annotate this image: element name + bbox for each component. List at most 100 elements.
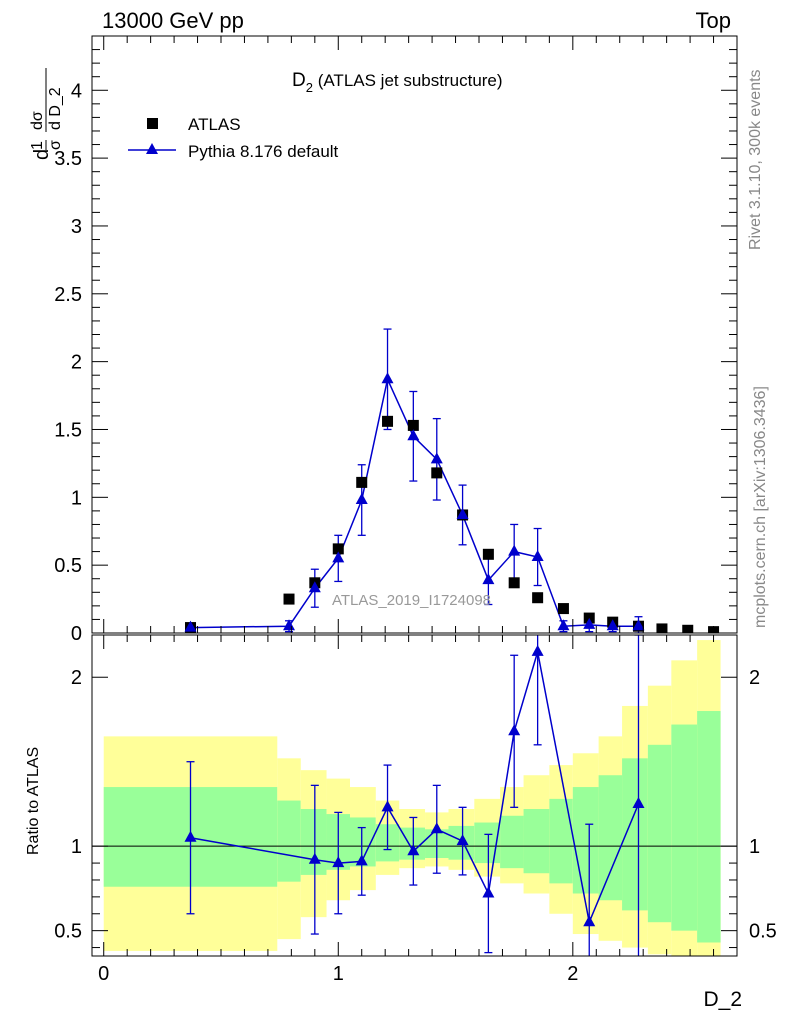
atlas-data-point <box>532 592 544 604</box>
atlas-data-point <box>656 623 668 633</box>
main-y-axis-label: d 1 σ dσ d D_2 <box>29 68 64 160</box>
atlas-data-point <box>332 543 344 555</box>
ratio-point <box>508 724 521 736</box>
ratio-data-layer <box>92 635 737 956</box>
ratio-y-tick-label: 0.5 <box>54 921 82 943</box>
ylabel-main-d1: d <box>31 149 53 160</box>
atlas-data-point <box>682 624 694 633</box>
mc-data-point <box>531 550 544 562</box>
band-inner-bin <box>671 724 698 931</box>
mc-data-point <box>482 573 495 585</box>
legend: ATLAS Pythia 8.176 default <box>128 115 339 161</box>
ratio-point <box>355 854 368 866</box>
y-tick-label: 2.5 <box>54 284 82 306</box>
band-inner-bin <box>647 744 672 923</box>
y-tick-label: 3.5 <box>54 148 82 170</box>
ratio-axes: 0 1 2 0.5 0.5 1 1 2 2 <box>54 635 777 985</box>
y-tick-label: 2 <box>71 352 82 374</box>
ratio-y-tick-label-right: 2 <box>749 667 760 689</box>
ratio-point <box>482 886 495 898</box>
atlas-data-point <box>283 593 295 605</box>
ylabel-main-1: 1 <box>29 141 46 150</box>
mc-data-point <box>557 619 570 631</box>
main-data-layer <box>184 328 720 633</box>
ratio-y-tick-label: 2 <box>71 667 82 689</box>
legend-atlas-label: ATLAS <box>188 115 241 134</box>
plot-title: D2 (ATLAS jet substructure) <box>292 70 503 95</box>
ratio-point <box>308 852 321 864</box>
plot-title-rest: (ATLAS jet substructure) <box>313 71 503 90</box>
ratio-frame <box>91 634 738 957</box>
x-tick-label: 0 <box>98 963 109 985</box>
ratio-point <box>531 644 544 656</box>
ratio-y-tick-label-right: 0.5 <box>749 921 777 943</box>
mc-data-point <box>456 507 469 519</box>
ratio-panel: 0 1 2 0.5 0.5 1 1 2 2 Ratio to ATLAS <box>25 634 777 985</box>
mcplots-label: mcplots.cern.ch [arXiv:1306.3436] <box>752 386 769 628</box>
legend-atlas-marker <box>147 118 158 129</box>
legend-pythia-label: Pythia 8.176 default <box>188 142 339 161</box>
atlas-data-point <box>557 603 569 615</box>
ratio-point <box>632 796 645 808</box>
atlas-data-point <box>407 419 419 431</box>
ratio-point <box>381 800 394 812</box>
legend-pythia-marker <box>146 143 158 154</box>
ratio-y-tick-label-right: 1 <box>749 836 760 858</box>
mc-data-point <box>381 372 394 384</box>
mc-data-point <box>508 544 521 556</box>
mc-data-point <box>407 429 420 441</box>
y-tick-label: 3 <box>71 216 82 238</box>
band-inner-bin <box>523 809 550 874</box>
y-tick-label: 1 <box>71 487 82 509</box>
process-label: Top <box>696 8 731 33</box>
ylabel-main-dsigma: dσ <box>29 111 46 130</box>
analysis-watermark: ATLAS_2019_I1724098 <box>332 592 491 609</box>
mc-data-point <box>632 619 645 631</box>
atlas-data-point <box>382 415 394 427</box>
y-tick-label: 0.5 <box>54 555 82 577</box>
ylabel-main-dd2: d D_2 <box>47 87 64 130</box>
x-tick-label: 1 <box>333 963 344 985</box>
mc-data-point <box>355 493 368 505</box>
band-inner-bin <box>277 800 301 882</box>
band-inner-bin <box>549 798 573 884</box>
collision-energy-label: 13000 GeV pp <box>102 8 244 33</box>
x-axis-label: D_2 <box>703 988 742 1011</box>
mc-data-point <box>283 619 296 631</box>
ratio-point <box>184 830 197 842</box>
main-panel: 00.511.522.533.54 D2 (ATLAS jet substruc… <box>29 35 738 645</box>
y-tick-label: 4 <box>71 80 82 102</box>
plot-title-subscript: 2 <box>306 80 313 95</box>
y-tick-label: 1.5 <box>54 419 82 441</box>
atlas-data-point <box>482 548 494 560</box>
band-inner-bin <box>300 809 327 875</box>
mc-series-line <box>190 376 639 629</box>
plot-title-base: D <box>292 70 306 91</box>
ratio-y-axis-label: Ratio to ATLAS <box>25 747 42 855</box>
ratio-point <box>583 915 596 927</box>
mc-data-point <box>184 620 197 632</box>
mc-data-point <box>583 617 596 629</box>
band-inner-bin <box>697 711 721 943</box>
band-inner-bin <box>572 787 599 894</box>
ratio-point <box>332 856 345 868</box>
atlas-data-point <box>356 476 368 488</box>
atlas-data-point <box>508 577 520 589</box>
main-axes: 0 0.5 1 1.5 2 2.5 3 3.5 4 <box>54 35 737 645</box>
band-inner-bin <box>598 775 623 901</box>
ratio-point <box>407 844 420 856</box>
band-inner-bin <box>500 815 524 869</box>
mc-data-point <box>332 551 345 563</box>
rivet-version-label: Rivet 3.1.10, 300k events <box>747 69 764 250</box>
x-tick-label: 2 <box>567 963 578 985</box>
y-tick-label: 0 <box>71 623 82 645</box>
ratio-point <box>456 834 469 846</box>
mc-data-point <box>430 452 443 464</box>
ratio-point <box>430 822 443 834</box>
mc-data-point <box>606 619 619 631</box>
ylabel-main-sigma: σ <box>47 140 64 150</box>
ratio-y-tick-label: 1 <box>71 836 82 858</box>
atlas-data-point <box>431 467 443 479</box>
mc-data-point <box>308 581 321 593</box>
